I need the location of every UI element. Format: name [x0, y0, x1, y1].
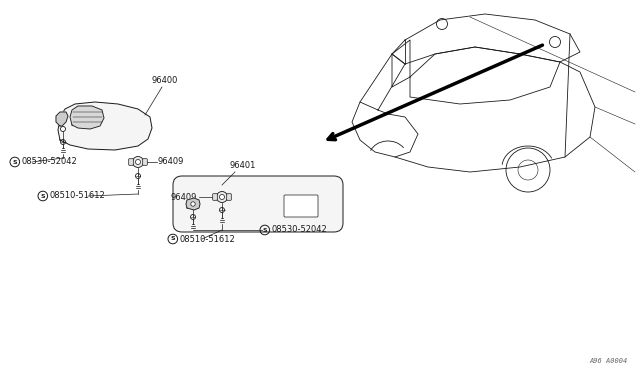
Circle shape [220, 195, 225, 199]
Circle shape [136, 160, 141, 164]
Circle shape [216, 192, 227, 202]
Polygon shape [186, 198, 200, 210]
Text: 96400: 96400 [152, 76, 179, 85]
Text: 96409: 96409 [171, 192, 197, 202]
FancyBboxPatch shape [284, 195, 318, 217]
Text: S: S [262, 228, 267, 232]
Text: 08510-51612: 08510-51612 [50, 192, 106, 201]
FancyBboxPatch shape [143, 159, 147, 165]
FancyBboxPatch shape [173, 176, 343, 232]
Circle shape [132, 157, 143, 167]
Text: S: S [13, 160, 17, 164]
Polygon shape [56, 112, 68, 126]
Polygon shape [58, 102, 152, 150]
Text: 96409: 96409 [158, 157, 184, 167]
Circle shape [61, 126, 65, 131]
FancyBboxPatch shape [227, 194, 231, 200]
Text: 08530-52042: 08530-52042 [22, 157, 77, 167]
FancyBboxPatch shape [212, 194, 218, 200]
Circle shape [191, 202, 195, 206]
Text: 96401: 96401 [230, 161, 257, 170]
Text: 08530-52042: 08530-52042 [271, 225, 327, 234]
Text: S: S [40, 193, 45, 199]
FancyBboxPatch shape [129, 159, 133, 165]
Text: S: S [170, 237, 175, 241]
Text: 08510-51612: 08510-51612 [180, 234, 236, 244]
Text: A96 A0004: A96 A0004 [589, 358, 628, 364]
Polygon shape [70, 106, 104, 129]
